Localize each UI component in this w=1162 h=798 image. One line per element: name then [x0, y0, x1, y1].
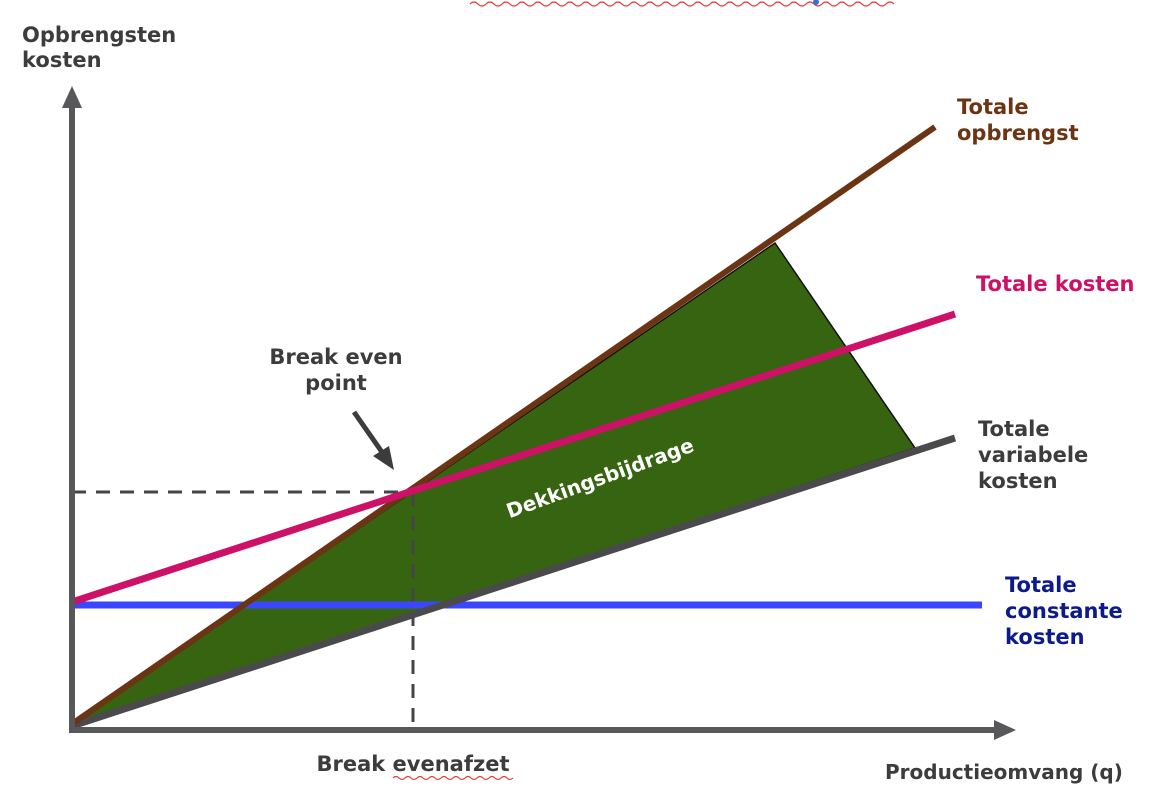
arrow-right-icon [994, 720, 1016, 740]
x-axis-label: Productieomvang (q) [885, 760, 1123, 784]
fixed-cost-label-line1: Totale [1005, 573, 1077, 597]
break-even-point-label-line2: point [305, 371, 367, 395]
fixed-cost-label-line3: kosten [1005, 625, 1085, 649]
fixed-cost-label-line2: constante [1005, 599, 1123, 623]
break-even-volume-label: Break evenafzet [317, 752, 510, 776]
total-revenue-line [70, 124, 937, 727]
top-squiggle-decoration [469, 1, 895, 7]
variable-cost-label-line2: variabele [978, 443, 1088, 467]
arrow-up-icon [62, 86, 82, 108]
break-even-point-label-line1: Break even [269, 345, 402, 369]
y-axis-label-line2: kosten [22, 48, 102, 72]
variable-cost-label-line1: Totale [978, 417, 1050, 441]
variable-cost-label-line3: kosten [978, 469, 1058, 493]
total-cost-label: Totale kosten [976, 272, 1134, 296]
total-cost-line [70, 310, 957, 606]
arrow-pointer-icon [373, 446, 394, 470]
break-even-volume-squiggle [392, 775, 514, 781]
variable-cost-line [70, 434, 957, 730]
contribution-margin-area [71, 241, 917, 726]
revenue-label-line1: Totale [957, 95, 1029, 119]
y-axis-label-line1: Opbrengsten [22, 23, 176, 47]
top-dot-decoration [813, 0, 819, 5]
pointer-arrow-shaft [351, 410, 387, 457]
revenue-label-line2: opbrengst [957, 121, 1079, 145]
